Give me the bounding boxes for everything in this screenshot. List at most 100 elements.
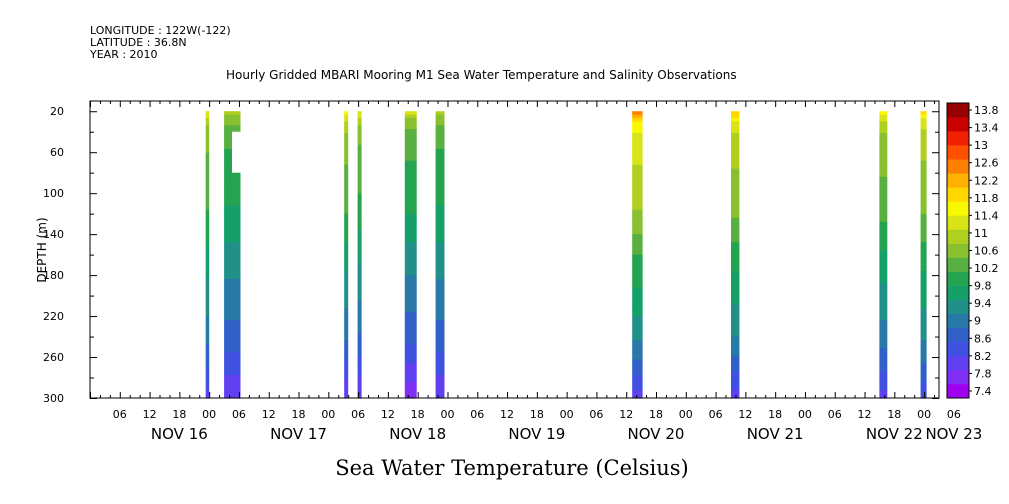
heatmap-cell bbox=[357, 209, 362, 215]
heatmap-cell bbox=[344, 390, 349, 395]
heatmap-cell bbox=[632, 172, 643, 178]
heatmap-cell bbox=[357, 121, 362, 126]
heatmap-cell bbox=[357, 258, 362, 264]
heatmap-cell bbox=[205, 221, 210, 227]
heatmap-cell bbox=[920, 225, 927, 231]
heatmap-cell bbox=[344, 176, 349, 182]
colorbar: 13.8 13.4 13 12.6 12.2 11.8 11.4 11 10.6 10.2 9.8 9… bbox=[946, 102, 999, 399]
heatmap-cell bbox=[357, 180, 362, 186]
heatmap-cell bbox=[879, 316, 888, 321]
heatmap-cell bbox=[224, 295, 241, 301]
heatmap-cell bbox=[344, 156, 349, 162]
colorbar-swatch bbox=[947, 131, 969, 146]
heatmap-cell bbox=[632, 351, 643, 357]
heatmap-cell bbox=[435, 332, 445, 338]
heatmap-cell bbox=[357, 363, 362, 368]
heatmap-cell bbox=[344, 316, 349, 321]
heatmap-cell bbox=[879, 254, 888, 260]
heatmap-cell bbox=[879, 279, 888, 284]
heatmap-cell bbox=[920, 221, 927, 227]
heatmap-cell bbox=[357, 336, 362, 341]
heatmap-cell bbox=[224, 320, 241, 325]
heatmap-cell bbox=[435, 287, 445, 293]
heatmap-cell bbox=[205, 225, 210, 231]
heatmap-cell bbox=[404, 205, 417, 211]
heatmap-cell bbox=[632, 355, 643, 361]
heatmap-cell bbox=[435, 324, 445, 329]
heatmap-cell bbox=[632, 312, 643, 317]
heatmap-cell bbox=[920, 307, 927, 313]
heatmap-cell bbox=[205, 287, 210, 293]
heatmap-cell bbox=[879, 133, 888, 138]
heatmap-cell bbox=[731, 355, 740, 361]
heatmap-cell bbox=[435, 367, 445, 372]
heatmap-cell bbox=[879, 312, 888, 317]
x-hour-label: 12 bbox=[500, 408, 514, 421]
heatmap-cell bbox=[404, 375, 417, 380]
x-hour-label: 06 bbox=[113, 408, 127, 421]
heatmap-column bbox=[435, 111, 445, 399]
heatmap-cell bbox=[344, 205, 349, 211]
heatmap-cell bbox=[435, 295, 445, 301]
heatmap-cell bbox=[632, 129, 643, 134]
heatmap-cell bbox=[357, 189, 362, 194]
heatmap-cell bbox=[435, 271, 445, 276]
heatmap-cell bbox=[435, 168, 445, 174]
heatmap-cell bbox=[344, 193, 349, 198]
heatmap-cell bbox=[879, 303, 888, 309]
heatmap-cell bbox=[224, 324, 241, 329]
heatmap-cell bbox=[357, 390, 362, 395]
colorbar-label: 10.2 bbox=[974, 262, 999, 275]
heatmap-cell bbox=[205, 152, 210, 158]
heatmap-cell bbox=[435, 262, 445, 268]
colorbar-swatch bbox=[947, 103, 969, 118]
heatmap-cell bbox=[404, 246, 417, 252]
heatmap-cell bbox=[344, 129, 349, 134]
heatmap-cell bbox=[357, 371, 362, 376]
heatmap-cell bbox=[224, 176, 241, 182]
heatmap-cell bbox=[879, 125, 888, 130]
heatmap-cell bbox=[224, 197, 241, 202]
heatmap-cell bbox=[404, 160, 417, 166]
heatmap-cell bbox=[404, 121, 417, 126]
heatmap-cell bbox=[205, 258, 210, 264]
heatmap-cell bbox=[205, 336, 210, 341]
heatmap-cell bbox=[731, 336, 740, 341]
heatmap-cell bbox=[205, 262, 210, 268]
heatmap-cell bbox=[632, 176, 643, 182]
heatmap-cell bbox=[920, 111, 927, 116]
heatmap-cell bbox=[920, 156, 927, 162]
heatmap-cell bbox=[205, 164, 210, 170]
y-tick-label: 300 bbox=[43, 392, 64, 405]
heatmap-cell bbox=[731, 197, 740, 202]
heatmap-cell bbox=[632, 136, 643, 142]
heatmap-cell bbox=[731, 225, 740, 231]
heatmap-cell bbox=[731, 283, 740, 288]
heatmap-cell bbox=[435, 258, 445, 264]
heatmap-cell bbox=[205, 275, 210, 280]
heatmap-cell bbox=[632, 238, 643, 243]
heatmap-cell bbox=[632, 230, 643, 235]
heatmap-cell bbox=[632, 144, 643, 150]
heatmap-cell bbox=[632, 168, 643, 174]
heatmap-cell bbox=[920, 114, 927, 119]
heatmap-cell bbox=[879, 176, 888, 182]
heatmap-cell bbox=[731, 213, 740, 219]
x-hour-label: 18 bbox=[172, 408, 186, 421]
heatmap-cell bbox=[224, 271, 241, 276]
heatmap-cell bbox=[731, 320, 740, 325]
heatmap-cell bbox=[920, 164, 927, 170]
heatmap-cell bbox=[731, 351, 740, 357]
x-hour-label: 12 bbox=[262, 408, 276, 421]
heatmap-cell bbox=[404, 140, 417, 146]
heatmap-cell bbox=[435, 348, 445, 353]
heatmap-cell bbox=[632, 332, 643, 338]
heatmap-cell bbox=[920, 328, 927, 334]
longitude-label: LONGITUDE : 122W(-122) bbox=[90, 24, 231, 37]
heatmap-cell bbox=[731, 156, 740, 162]
heatmap-cell bbox=[731, 234, 740, 239]
heatmap-cell bbox=[632, 185, 643, 190]
heatmap-cell bbox=[920, 320, 927, 325]
heatmap-columns bbox=[205, 111, 927, 399]
heatmap-cell bbox=[344, 351, 349, 357]
